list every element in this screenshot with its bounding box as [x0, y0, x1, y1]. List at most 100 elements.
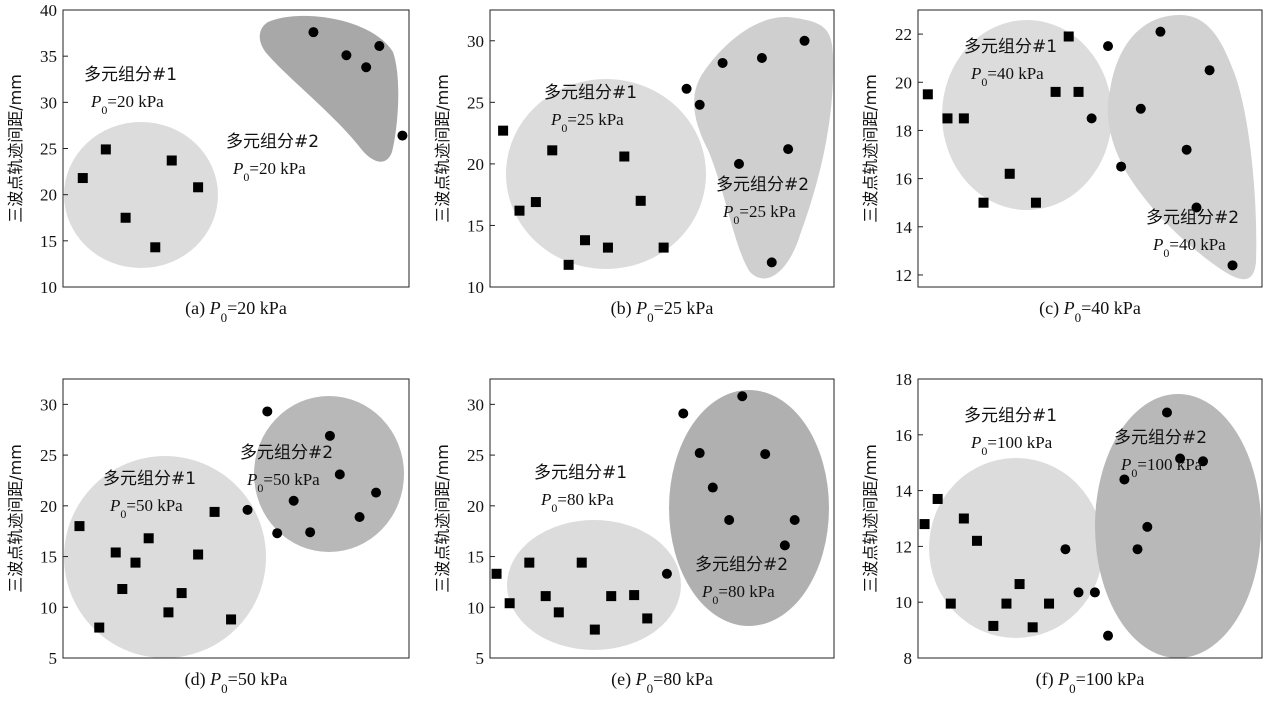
- cluster-label-1: 多元组分#1: [84, 65, 177, 85]
- cluster-pressure-1: P0=80 kPa: [540, 490, 614, 515]
- caption-var: P: [635, 298, 647, 318]
- data-point-square: [166, 155, 177, 166]
- y-tick-label: 25: [40, 140, 57, 159]
- pressure-var: P: [246, 470, 257, 489]
- caption-sub: 0: [1075, 310, 1082, 325]
- data-point-circle: [341, 50, 352, 61]
- data-point-square: [94, 622, 105, 633]
- panel-caption: (d) P0=50 kPa: [185, 669, 288, 696]
- cluster-region-2: [254, 396, 404, 552]
- pressure-var: P: [1120, 455, 1131, 474]
- y-tick-label: 12: [895, 266, 912, 285]
- data-point-circle: [334, 469, 345, 480]
- pressure-sub: 0: [243, 170, 249, 184]
- data-point-circle: [678, 408, 689, 419]
- data-point-square: [932, 493, 943, 504]
- caption-var: P: [209, 669, 221, 689]
- panel-caption: (b) P0=25 kPa: [611, 298, 714, 325]
- caption-suffix: =80 kPa: [653, 669, 713, 689]
- data-point-circle: [324, 430, 335, 441]
- data-point-circle: [694, 448, 705, 459]
- cluster-region-2: [669, 390, 829, 626]
- pressure-sub: 0: [1131, 466, 1137, 480]
- data-point-circle: [1227, 260, 1238, 271]
- y-tick-label: 30: [467, 395, 484, 414]
- data-point-square: [1050, 86, 1061, 97]
- data-point-circle: [1155, 26, 1166, 37]
- cluster-region-1: [929, 458, 1103, 638]
- y-tick-label: 10: [895, 593, 912, 612]
- pressure-var: P: [232, 159, 243, 178]
- plot-frame: [489, 378, 835, 659]
- y-axis-label: 三波点轨迹间距/mm: [861, 74, 880, 223]
- pressure-value: =25 kPa: [739, 202, 796, 221]
- caption-var: P: [1063, 298, 1075, 318]
- data-point-square: [563, 259, 574, 270]
- data-point-circle: [272, 528, 283, 539]
- data-point-square: [193, 549, 204, 560]
- pressure-sub: 0: [733, 213, 739, 227]
- data-point-square: [74, 521, 85, 532]
- pressure-value: =80 kPa: [557, 490, 614, 509]
- data-point-circle: [1161, 407, 1172, 418]
- y-tick-label: 35: [40, 47, 57, 66]
- data-point-circle: [1132, 544, 1143, 555]
- pressure-value: =100 kPa: [987, 433, 1052, 452]
- cluster-region-2: [1107, 15, 1257, 280]
- cluster-label-1: 多元组分#1: [534, 463, 627, 483]
- data-point-square: [150, 242, 161, 253]
- data-point-square: [110, 547, 121, 558]
- pressure-sub: 0: [712, 593, 718, 607]
- caption-suffix: =100 kPa: [1076, 669, 1145, 689]
- data-point-circle: [1119, 474, 1130, 485]
- pressure-var: P: [109, 496, 120, 515]
- data-point-circle: [661, 568, 672, 579]
- y-tick-label: 15: [467, 548, 484, 567]
- pressure-var: P: [90, 92, 101, 111]
- plot-frame: [62, 378, 410, 659]
- cluster-pressure-2: P0=100 kPa: [1120, 455, 1203, 480]
- cluster-label-1: 多元组分#1: [544, 83, 637, 103]
- y-tick-label: 15: [40, 548, 57, 567]
- data-point-square: [642, 613, 653, 624]
- data-point-circle: [707, 482, 718, 493]
- cluster-region-2: [1095, 394, 1261, 658]
- y-tick-label: 22: [895, 25, 912, 44]
- y-tick-label: 14: [895, 482, 913, 501]
- y-tick-label: 14: [895, 218, 913, 237]
- y-tick-label: 20: [467, 155, 484, 174]
- data-point-circle: [1103, 630, 1114, 641]
- data-point-square: [547, 145, 558, 156]
- plot-frame: [917, 9, 1263, 288]
- cluster-label-2: 多元组分#2: [1114, 428, 1207, 448]
- cluster-label-1: 多元组分#1: [964, 37, 1057, 57]
- caption-prefix: (d): [185, 669, 211, 690]
- caption-sub: 0: [647, 681, 654, 696]
- y-tick-label: 10: [40, 278, 57, 297]
- data-point-square: [100, 144, 111, 155]
- data-point-circle: [354, 511, 365, 522]
- data-point-circle: [242, 504, 253, 515]
- data-point-square: [530, 197, 541, 208]
- plot-frame: [489, 9, 835, 288]
- cluster-region-2: [259, 15, 399, 162]
- data-point-circle: [262, 406, 273, 417]
- data-point-square: [1027, 622, 1038, 633]
- data-point-square: [1073, 86, 1084, 97]
- pressure-var: P: [1152, 235, 1163, 254]
- caption-sub: 0: [221, 310, 228, 325]
- cluster-label-2: 多元组分#2: [1146, 208, 1239, 228]
- data-point-square: [580, 235, 591, 246]
- data-point-square: [524, 557, 535, 568]
- data-point-circle: [1086, 113, 1097, 124]
- cluster-label-2: 多元组分#2: [226, 132, 319, 152]
- caption-sub: 0: [647, 310, 654, 325]
- y-tick-label: 20: [40, 186, 57, 205]
- data-point-square: [629, 590, 640, 601]
- data-point-square: [176, 588, 187, 599]
- panel-caption: (c) P0=40 kPa: [1039, 298, 1141, 325]
- data-point-circle: [733, 158, 744, 169]
